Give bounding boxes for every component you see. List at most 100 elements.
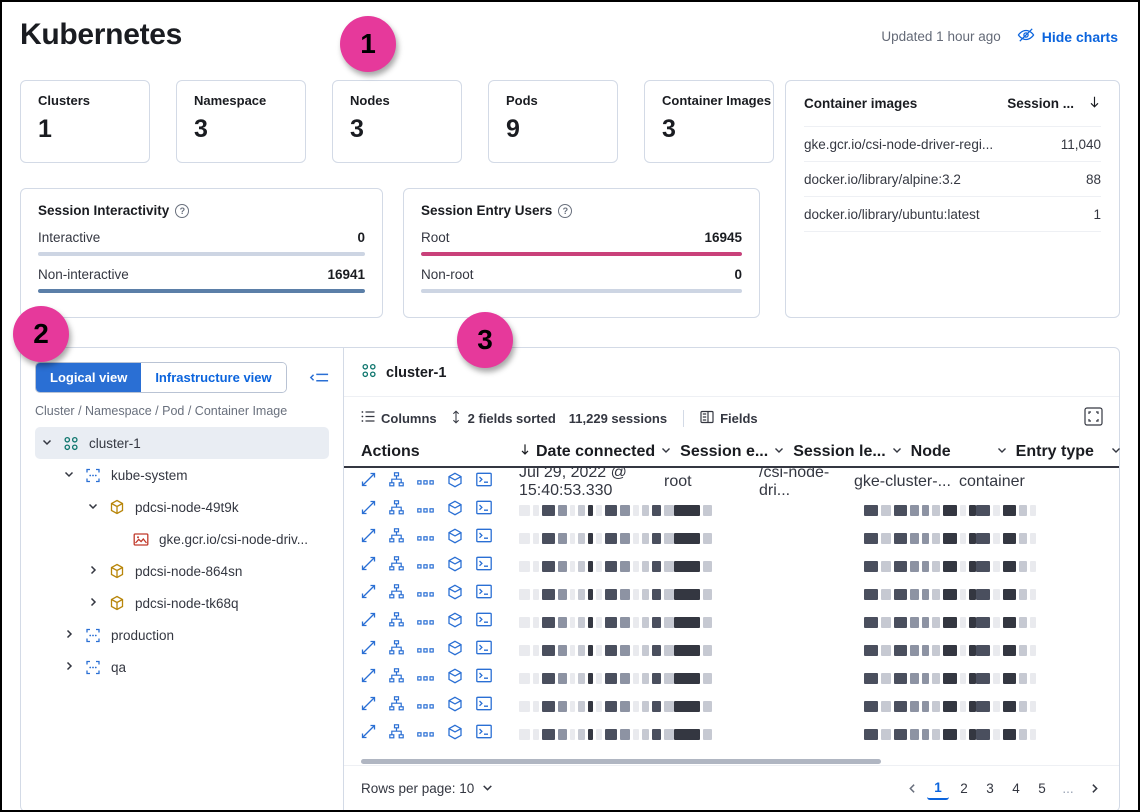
col-container-images[interactable]: Container images — [804, 96, 918, 111]
tab-infrastructure-view[interactable]: Infrastructure view — [141, 363, 286, 392]
table-row[interactable] — [344, 552, 1119, 580]
table-row[interactable]: Jul 29, 2022 @ 15:40:53.330 root /csi-no… — [344, 468, 1119, 499]
container-image-row[interactable]: docker.io/library/ubuntu:latest 1 — [804, 197, 1101, 232]
chevron-down-icon[interactable] — [87, 500, 101, 515]
table-row[interactable] — [344, 608, 1119, 636]
collapse-left-icon[interactable] — [309, 370, 329, 386]
terminal-icon[interactable] — [476, 528, 492, 548]
expand-arrows-icon[interactable] — [361, 696, 376, 716]
three-dots-icon[interactable] — [417, 697, 434, 715]
expand-arrows-icon[interactable] — [361, 556, 376, 576]
three-dots-icon[interactable] — [417, 585, 434, 603]
chevron-down-icon[interactable] — [891, 443, 911, 461]
chevron-right-icon[interactable] — [87, 564, 101, 579]
horizontal-scrollbar[interactable] — [361, 759, 881, 764]
cube-icon[interactable] — [447, 668, 463, 689]
page-button-2[interactable]: 2 — [960, 781, 968, 796]
stat-card-pods[interactable]: Pods 9 — [488, 80, 618, 163]
hierarchy-icon[interactable] — [389, 528, 404, 548]
hierarchy-icon[interactable] — [389, 556, 404, 576]
terminal-icon[interactable] — [476, 612, 492, 632]
sorted-fields-button[interactable]: 2 fields sorted — [450, 409, 556, 427]
tree-node-pdcsi-node-tk68q[interactable]: pdcsi-node-tk68q — [35, 587, 329, 619]
table-row[interactable] — [344, 664, 1119, 692]
tree-node-pdcsi-node-864sn[interactable]: pdcsi-node-864sn — [35, 555, 329, 587]
tree-node-container-image[interactable]: gke.gcr.io/csi-node-driv... — [35, 523, 329, 555]
terminal-icon[interactable] — [476, 500, 492, 520]
hierarchy-icon[interactable] — [389, 500, 404, 520]
three-dots-icon[interactable] — [417, 613, 434, 631]
chevron-down-icon[interactable] — [996, 443, 1016, 461]
cube-icon[interactable] — [447, 556, 463, 577]
tree-node-kube-system[interactable]: kube-system — [35, 459, 329, 491]
hierarchy-icon[interactable] — [389, 584, 404, 604]
fullscreen-icon[interactable] — [1084, 407, 1103, 429]
fields-button[interactable]: Fields — [700, 410, 758, 427]
cube-icon[interactable] — [447, 612, 463, 633]
table-row[interactable] — [344, 692, 1119, 720]
chevron-down-icon[interactable] — [1110, 443, 1126, 461]
cube-icon[interactable] — [447, 584, 463, 605]
cube-icon[interactable] — [447, 640, 463, 661]
chevron-left-icon[interactable] — [901, 778, 923, 800]
chevron-down-icon[interactable] — [773, 443, 793, 461]
stat-card-namespace[interactable]: Namespace 3 — [176, 80, 306, 163]
tree-node-cluster-1[interactable]: cluster-1 — [35, 427, 329, 459]
three-dots-icon[interactable] — [417, 557, 434, 575]
col-sessions[interactable]: Session ... — [1007, 96, 1074, 111]
hierarchy-icon[interactable] — [389, 612, 404, 632]
th-session-leader[interactable]: Session le... — [793, 443, 910, 461]
expand-arrows-icon[interactable] — [361, 472, 376, 492]
terminal-icon[interactable] — [476, 640, 492, 660]
tree-node-qa[interactable]: qa — [35, 651, 329, 683]
page-button-5[interactable]: 5 — [1038, 781, 1046, 796]
th-session-entry[interactable]: Session e... — [680, 443, 793, 461]
terminal-icon[interactable] — [476, 696, 492, 716]
page-button-4[interactable]: 4 — [1012, 781, 1020, 796]
question-circle-icon[interactable]: ? — [558, 203, 573, 218]
stat-card-nodes[interactable]: Nodes 3 — [332, 80, 462, 163]
cube-icon[interactable] — [447, 528, 463, 549]
container-image-row[interactable]: docker.io/library/alpine:3.2 88 — [804, 162, 1101, 197]
hierarchy-icon[interactable] — [389, 472, 404, 492]
chevron-down-icon[interactable] — [660, 443, 680, 461]
table-row[interactable] — [344, 524, 1119, 552]
hierarchy-icon[interactable] — [389, 640, 404, 660]
expand-arrows-icon[interactable] — [361, 584, 376, 604]
three-dots-icon[interactable] — [417, 529, 434, 547]
th-entry-type[interactable]: Entry type — [1016, 443, 1126, 461]
stat-card-clusters[interactable]: Clusters 1 — [20, 80, 150, 163]
terminal-icon[interactable] — [476, 472, 492, 492]
chevron-right-icon[interactable] — [87, 596, 101, 611]
expand-arrows-icon[interactable] — [361, 640, 376, 660]
page-button-3[interactable]: 3 — [986, 781, 994, 796]
rows-per-page-selector[interactable]: Rows per page: 10 — [361, 781, 494, 797]
arrow-down-icon[interactable] — [1088, 95, 1101, 112]
three-dots-icon[interactable] — [417, 641, 434, 659]
expand-arrows-icon[interactable] — [361, 668, 376, 688]
cube-icon[interactable] — [447, 472, 463, 493]
tree-node-pdcsi-node-49t9k[interactable]: pdcsi-node-49t9k — [35, 491, 329, 523]
chevron-right-icon[interactable] — [1083, 778, 1105, 800]
terminal-icon[interactable] — [476, 584, 492, 604]
table-row[interactable] — [344, 720, 1119, 748]
hierarchy-icon[interactable] — [389, 668, 404, 688]
expand-arrows-icon[interactable] — [361, 724, 376, 744]
three-dots-icon[interactable] — [417, 473, 434, 491]
terminal-icon[interactable] — [476, 724, 492, 744]
page-button-1[interactable]: 1 — [927, 778, 949, 800]
table-row[interactable] — [344, 496, 1119, 524]
table-row[interactable] — [344, 580, 1119, 608]
chevron-down-icon[interactable] — [41, 436, 55, 451]
expand-arrows-icon[interactable] — [361, 500, 376, 520]
question-circle-icon[interactable]: ? — [175, 203, 190, 218]
expand-arrows-icon[interactable] — [361, 528, 376, 548]
tree-node-production[interactable]: production — [35, 619, 329, 651]
cube-icon[interactable] — [447, 696, 463, 717]
th-date-connected[interactable]: Date connected — [519, 443, 680, 461]
hierarchy-icon[interactable] — [389, 724, 404, 744]
chevron-right-icon[interactable] — [63, 628, 77, 643]
three-dots-icon[interactable] — [417, 501, 434, 519]
hide-charts-button[interactable]: Hide charts — [1017, 27, 1118, 46]
terminal-icon[interactable] — [476, 556, 492, 576]
